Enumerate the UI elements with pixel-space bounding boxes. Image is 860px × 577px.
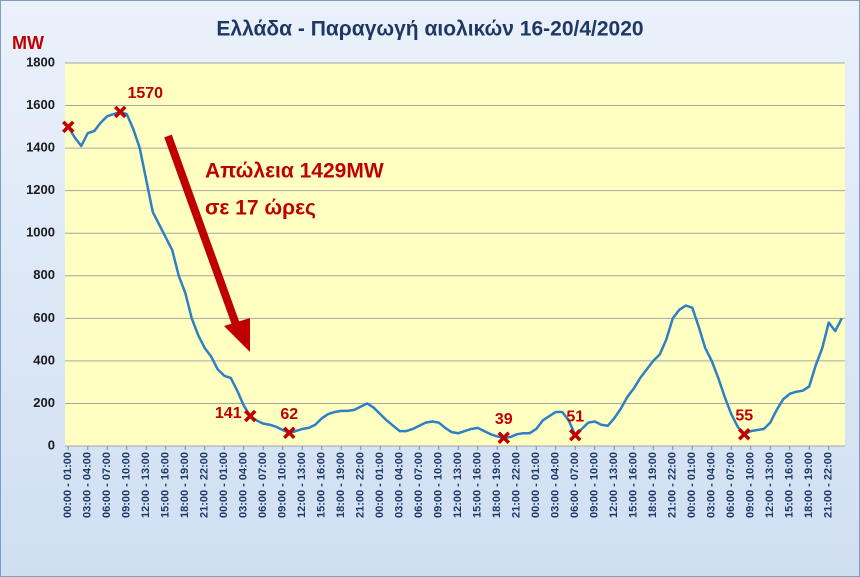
x-tick-label: 00:00 - 01:00 xyxy=(374,452,386,518)
x-tick-label: 09:00 - 10:00 xyxy=(745,452,757,518)
x-tick-label: 15:00 - 16:00 xyxy=(784,452,796,518)
x-marker xyxy=(244,409,257,423)
x-tick-label: 09:00 - 10:00 xyxy=(589,452,601,518)
x-tick-label: 18:00 - 19:00 xyxy=(179,452,191,518)
x-marker xyxy=(62,120,75,134)
annotation: σε 17 ώρες xyxy=(205,197,316,220)
x-tick-label: 15:00 - 16:00 xyxy=(628,452,640,518)
plot-area xyxy=(65,63,845,446)
data-label: 141 xyxy=(215,405,242,422)
data-label: 1570 xyxy=(127,85,163,102)
y-tick-label: 400 xyxy=(33,352,55,367)
x-tick-label: 09:00 - 10:00 xyxy=(277,452,289,518)
x-tick-label: 21:00 - 22:00 xyxy=(355,452,367,518)
x-tick-label: 18:00 - 19:00 xyxy=(491,452,503,518)
x-tick-label: 03:00 - 04:00 xyxy=(706,452,718,518)
y-tick-label: 1200 xyxy=(26,182,55,197)
x-tick-label: 09:00 - 10:00 xyxy=(433,452,445,518)
x-tick-label: 00:00 - 01:00 xyxy=(686,452,698,518)
x-tick-label: 15:00 - 16:00 xyxy=(472,452,484,518)
x-tick-label: 06:00 - 07:00 xyxy=(413,452,425,518)
x-tick-label: 03:00 - 04:00 xyxy=(82,452,94,518)
x-marker xyxy=(569,428,582,442)
y-tick-label: 1000 xyxy=(26,225,55,240)
y-tick-label: 800 xyxy=(33,267,55,282)
x-tick-label: 12:00 - 13:00 xyxy=(140,452,152,518)
x-marker xyxy=(738,428,751,441)
x-tick-label: 12:00 - 13:00 xyxy=(764,452,776,518)
x-tick-label: 06:00 - 07:00 xyxy=(101,452,113,518)
y-tick-label: 1800 xyxy=(26,54,55,69)
x-tick-label: 00:00 - 01:00 xyxy=(62,452,74,518)
x-tick-label: 12:00 - 13:00 xyxy=(452,452,464,518)
x-tick-label: 06:00 - 07:00 xyxy=(569,452,581,518)
annotation: Απώλεια 1429MW xyxy=(205,160,384,183)
x-tick-label: 21:00 - 22:00 xyxy=(823,452,835,518)
data-label: 51 xyxy=(566,408,584,425)
x-marker xyxy=(114,105,127,119)
data-line xyxy=(67,110,843,439)
x-tick-label: 03:00 - 04:00 xyxy=(550,452,562,518)
data-label: 55 xyxy=(735,408,753,425)
x-tick-label: 06:00 - 07:00 xyxy=(257,452,269,518)
x-tick-label: 00:00 - 01:00 xyxy=(530,452,542,518)
data-label: 62 xyxy=(280,406,298,423)
chart-title: Ελλάδα - Παραγωγή αιολικών 16-20/4/2020 xyxy=(216,18,643,41)
x-tick-label: 21:00 - 22:00 xyxy=(667,452,679,518)
x-tick-label: 18:00 - 19:00 xyxy=(803,452,815,518)
y-unit: MW xyxy=(12,33,44,53)
y-tick-label: 600 xyxy=(33,310,55,325)
x-marker xyxy=(497,431,510,444)
x-tick-label: 12:00 - 13:00 xyxy=(608,452,620,518)
x-tick-label: 03:00 - 04:00 xyxy=(394,452,406,518)
x-tick-label: 21:00 - 22:00 xyxy=(199,452,211,518)
x-tick-label: 18:00 - 19:00 xyxy=(647,452,659,518)
x-tick-label: 12:00 - 13:00 xyxy=(296,452,308,518)
x-tick-label: 09:00 - 10:00 xyxy=(121,452,133,518)
x-marker xyxy=(283,426,296,440)
x-tick-label: 15:00 - 16:00 xyxy=(316,452,328,518)
x-tick-label: 06:00 - 07:00 xyxy=(725,452,737,518)
y-tick-label: 0 xyxy=(48,437,55,452)
x-tick-label: 18:00 - 19:00 xyxy=(335,452,347,518)
x-tick-label: 15:00 - 16:00 xyxy=(160,452,172,518)
y-tick-label: 200 xyxy=(33,395,55,410)
x-tick-label: 03:00 - 04:00 xyxy=(238,452,250,518)
x-tick-label: 21:00 - 22:00 xyxy=(511,452,523,518)
arrow xyxy=(164,134,250,352)
y-tick-label: 1600 xyxy=(26,97,55,112)
data-label: 39 xyxy=(495,411,513,428)
y-tick-label: 1400 xyxy=(26,140,55,155)
x-tick-label: 00:00 - 01:00 xyxy=(218,452,230,518)
